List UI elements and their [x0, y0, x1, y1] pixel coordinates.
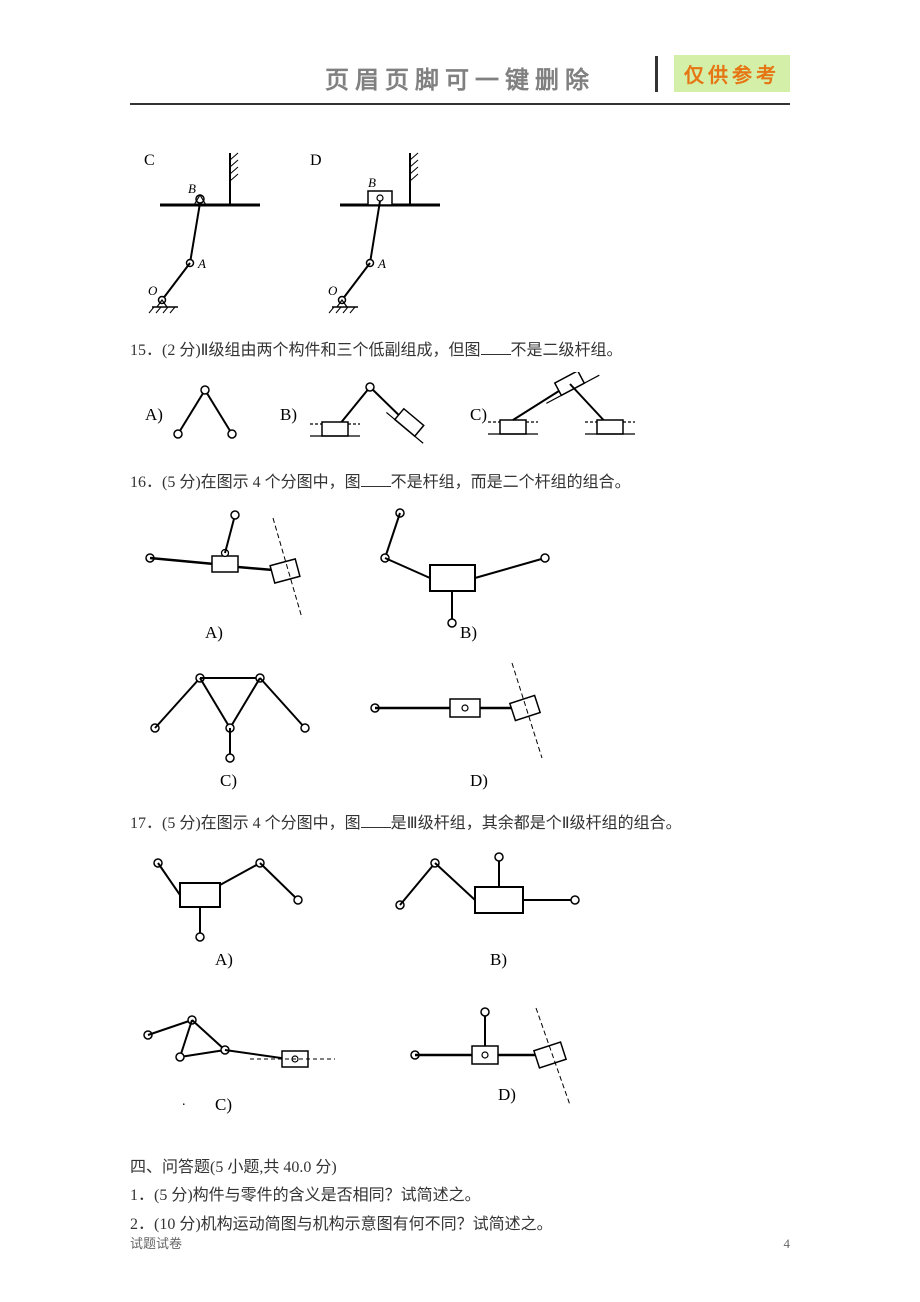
q15-prefix: 15．(2 分)Ⅱ级组由两个构件和三个低副组成，但图	[130, 342, 481, 359]
label-o-d: O	[328, 283, 338, 298]
q17-optA: A)	[215, 950, 233, 969]
header-right: 仅供参考	[655, 55, 790, 92]
section4-title: 四、问答题(5 小题,共 40.0 分)	[130, 1153, 790, 1177]
header: 页眉页脚可一键删除 仅供参考	[130, 60, 790, 105]
label-a-c: A	[197, 256, 206, 271]
q16-optB: B)	[460, 623, 477, 642]
page: 页眉页脚可一键删除 仅供参考 C B	[0, 0, 920, 1282]
q15-optB: B)	[280, 405, 297, 424]
q17-svg: A) B)	[130, 845, 650, 1135]
q16-blank	[361, 472, 391, 487]
q16-prefix: 16．(5 分)在图示 4 个分图中，图	[130, 474, 361, 491]
q16-figure: A) B)	[130, 503, 790, 793]
q17-optB: B)	[490, 950, 507, 969]
section4-q1: 1．(5 分)构件与零件的含义是否相同？试简述之。	[130, 1183, 790, 1209]
q16-optC: C)	[220, 771, 237, 790]
q17-optC: C)	[215, 1095, 232, 1114]
q16-optA: A)	[205, 623, 223, 642]
q17-prefix: 17．(5 分)在图示 4 个分图中，图	[130, 815, 361, 832]
footer-left: 试题试卷	[130, 1233, 182, 1252]
label-a-d: A	[377, 256, 386, 271]
q15-suffix: 不是二级杆组。	[511, 342, 623, 359]
q15-blank	[481, 340, 511, 355]
q15-figure: A) B)	[130, 372, 790, 452]
label-o-c: O	[148, 283, 158, 298]
q16-svg: A) B)	[130, 503, 630, 793]
q16-optD: D)	[470, 771, 488, 790]
top-cd-diagram: C B A O	[130, 135, 790, 320]
reference-badge: 仅供参考	[674, 55, 790, 92]
label-c: C	[144, 152, 155, 169]
label-d: D	[310, 152, 322, 169]
q17-text: 17．(5 分)在图示 4 个分图中，图 是Ⅲ级杆组，其余都是个Ⅱ级杆组的组合。	[130, 811, 790, 837]
q15-optC: C)	[470, 405, 487, 424]
q15-svg: A) B)	[130, 372, 650, 452]
q17-blank	[361, 813, 391, 828]
label-b-c: B	[188, 181, 196, 196]
q17-figure: A) B)	[130, 845, 790, 1135]
header-divider	[655, 56, 658, 92]
label-b-d: B	[368, 175, 376, 190]
q15-optA: A)	[145, 405, 163, 424]
footer-page: 4	[784, 1236, 791, 1252]
q17-suffix: 是Ⅲ级杆组，其余都是个Ⅱ级杆组的组合。	[391, 815, 682, 832]
section4-q2: 2．(10 分)机构运动简图与机构示意图有何不同？试简述之。	[130, 1212, 790, 1238]
q17-optD: D)	[498, 1085, 516, 1104]
cd-diagram-svg: C B A O	[130, 135, 490, 320]
q17-c-dot: .	[182, 1094, 186, 1109]
q15-text: 15．(2 分)Ⅱ级组由两个构件和三个低副组成，但图 不是二级杆组。	[130, 338, 790, 364]
q16-text: 16．(5 分)在图示 4 个分图中，图 不是杆组，而是二个杆组的组合。	[130, 470, 790, 496]
q16-suffix: 不是杆组，而是二个杆组的组合。	[391, 474, 631, 491]
